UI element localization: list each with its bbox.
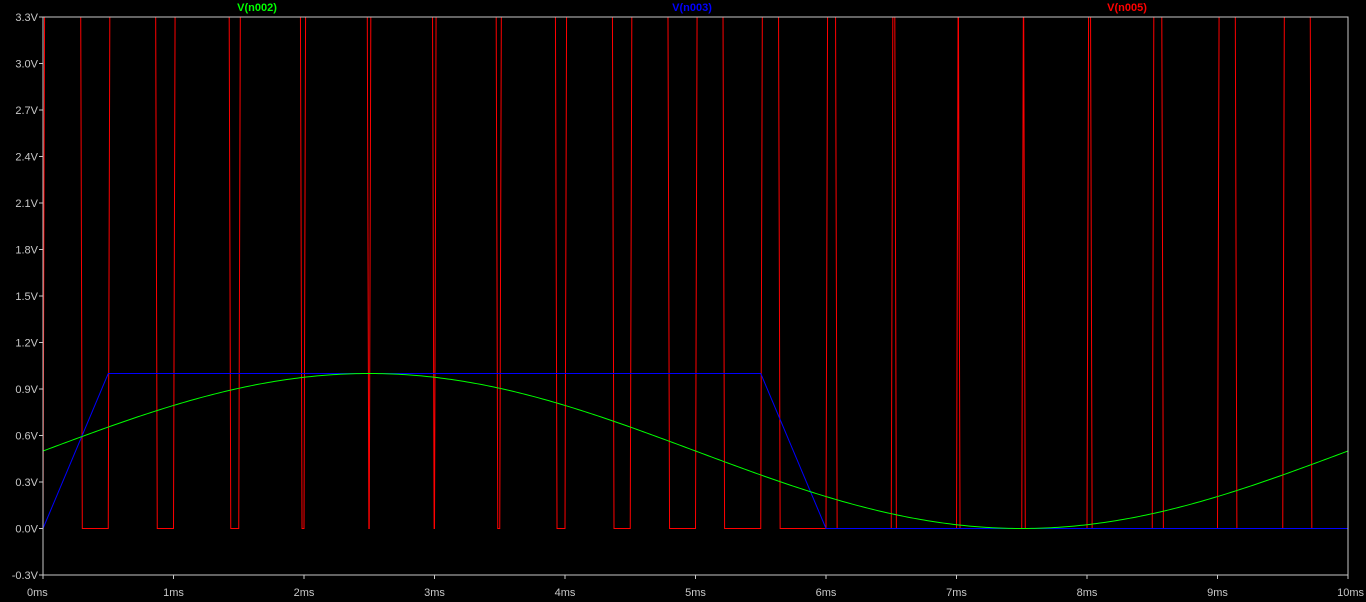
x-tick-label: 10ms xyxy=(1337,587,1364,599)
x-tick-label: 8ms xyxy=(1077,587,1098,599)
y-tick-label: 3.3V xyxy=(15,12,38,24)
y-tick-label: 0.0V xyxy=(15,524,38,536)
legend-v-n005[interactable]: V(n005) xyxy=(1107,2,1147,14)
x-tick-label: 2ms xyxy=(294,587,315,599)
x-tick-label: 3ms xyxy=(424,587,445,599)
series-v-n005-line xyxy=(42,16,1348,529)
x-tick-label: 7ms xyxy=(946,587,967,599)
x-tick-label: 0ms xyxy=(27,587,48,599)
y-tick-label: 0.9V xyxy=(15,384,38,396)
x-tick-label: 1ms xyxy=(163,587,184,599)
x-tick-label: 9ms xyxy=(1207,587,1228,599)
traces xyxy=(42,16,1349,530)
x-axis-ticks: 0ms 1ms 2ms 3ms 4ms 5ms 6ms 7ms 8ms 9ms 10ms xyxy=(27,575,1364,599)
y-tick-label: 3.0V xyxy=(15,59,38,71)
y-tick-label: 1.8V xyxy=(15,245,38,257)
y-axis-ticks: -0.3V 0.0V 0.3V 0.6V 0.9V 1.2V 1.5V 1.8V 2.1V 2.4… xyxy=(12,12,43,582)
y-tick-label: 2.4V xyxy=(15,152,38,164)
x-tick-label: 4ms xyxy=(555,587,576,599)
legend: V(n002) V(n003) V(n005) xyxy=(237,2,1147,14)
x-tick-label: 6ms xyxy=(816,587,837,599)
x-tick-label: 5ms xyxy=(685,587,706,599)
legend-v-n002[interactable]: V(n002) xyxy=(237,2,277,14)
y-tick-label: 0.3V xyxy=(15,477,38,489)
y-tick-label: 2.7V xyxy=(15,105,38,117)
y-tick-label: 1.2V xyxy=(15,338,38,350)
y-tick-label: 0.6V xyxy=(15,431,38,443)
y-tick-label: -0.3V xyxy=(12,570,39,582)
y-tick-label: 2.1V xyxy=(15,198,38,210)
legend-v-n003[interactable]: V(n003) xyxy=(672,2,712,14)
y-tick-label: 1.5V xyxy=(15,291,38,303)
series-v-n002-line xyxy=(42,372,1349,530)
